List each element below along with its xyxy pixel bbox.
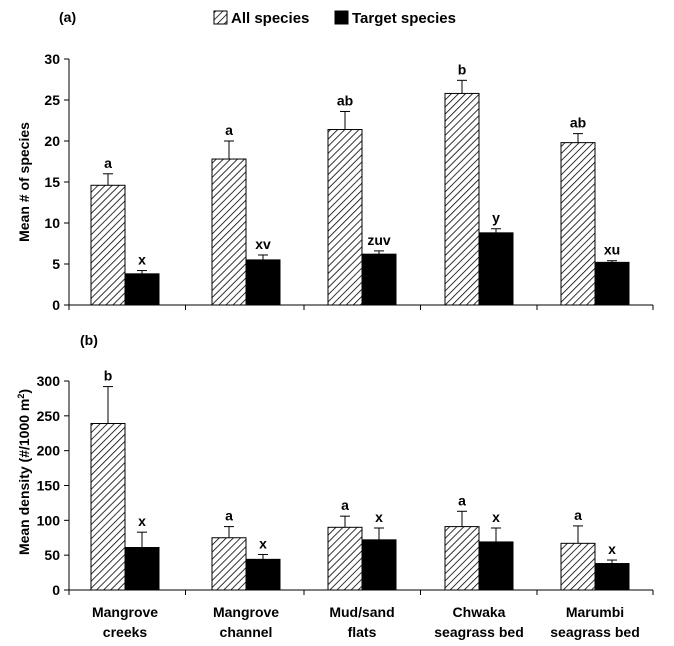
category-label-4-line-1: Chwaka — [453, 604, 506, 620]
bar-target-species-a — [245, 259, 281, 306]
category-label-2-line-2: channel — [220, 624, 273, 640]
significance-label-a: ab — [570, 115, 586, 131]
significance-label-a: a — [225, 122, 233, 138]
y-tick-label-a: 30 — [44, 51, 60, 67]
bar-all-species-b — [211, 537, 247, 591]
bar-all-species-a — [90, 184, 126, 306]
significance-label-a: ab — [337, 92, 353, 108]
y-tick-label-a: 5 — [52, 256, 60, 272]
significance-label-a: y — [492, 210, 500, 226]
panel-b-plot: 0 50 100 150 200 250 300 b a a a a x x x x x — [37, 368, 654, 598]
legend-swatch-target-species — [334, 10, 349, 25]
bar-target-species-b — [124, 547, 160, 591]
bar-target-species-b — [478, 541, 514, 591]
significance-label-a: xu — [604, 242, 620, 258]
y-tick-label-b: 150 — [37, 478, 61, 494]
category-label-1-line-2: creeks — [103, 624, 148, 640]
category-label-2-line-1: Mangrove — [213, 604, 279, 620]
significance-label-a: xv — [255, 236, 271, 252]
category-label-5-line-2: seagrass bed — [550, 624, 640, 640]
significance-label-b: b — [104, 368, 113, 384]
significance-label-b: a — [225, 508, 233, 524]
category-label-3-line-2: flats — [348, 624, 377, 640]
bar-all-species-a — [560, 142, 596, 306]
bar-target-species-a — [124, 273, 160, 306]
y-axis-title-a: Mean # of species — [16, 122, 32, 242]
category-label-4-line-2: seagrass bed — [434, 624, 524, 640]
panel-label-a: (a) — [59, 9, 76, 25]
significance-label-b: a — [458, 492, 466, 508]
bar-target-species-a — [594, 261, 630, 306]
category-label-1-line-1: Mangrove — [92, 604, 158, 620]
y-axis-title-b-tail: ) — [16, 389, 32, 394]
significance-label-a: x — [138, 252, 146, 268]
significance-label-b: a — [574, 507, 582, 523]
significance-label-b: x — [608, 541, 616, 557]
bar-target-species-b — [361, 539, 397, 591]
legend-label-all-species: All species — [231, 10, 309, 27]
y-tick-label-a: 25 — [44, 92, 60, 108]
y-tick-label-a: 0 — [52, 297, 60, 313]
significance-label-b: a — [341, 497, 349, 513]
bar-all-species-b — [444, 526, 480, 591]
significance-label-b: x — [138, 513, 146, 529]
y-tick-label-a: 10 — [44, 215, 60, 231]
significance-label-a: a — [104, 155, 112, 171]
legend-swatch-all-species — [213, 10, 228, 25]
bar-all-species-a — [444, 92, 480, 306]
bar-all-species-b — [327, 526, 363, 591]
y-tick-label-a: 15 — [44, 174, 60, 190]
significance-label-a: b — [458, 61, 467, 77]
significance-label-b: x — [259, 535, 267, 551]
panel-a-plot: 0 5 10 15 20 25 30 a a ab b ab x xv zuv y xu — [44, 51, 654, 313]
bar-target-species-a — [361, 253, 397, 306]
significance-label-b: x — [492, 509, 500, 525]
significance-label-b: x — [375, 509, 383, 525]
bar-target-species-a — [478, 232, 514, 306]
legend-label-target-species: Target species — [352, 10, 456, 27]
category-labels: Mangrove creeks Mangrove channel Mud/san… — [92, 604, 640, 640]
bar-all-species-a — [211, 158, 247, 306]
bar-target-species-b — [245, 558, 281, 591]
panel-label-b: (b) — [80, 332, 98, 348]
y-tick-label-b: 300 — [37, 373, 61, 389]
category-label-5-line-1: Marumbi — [566, 604, 624, 620]
bar-all-species-b — [90, 422, 126, 591]
bar-target-species-b — [594, 563, 630, 591]
y-axis-title-b-sup: 2 — [16, 394, 26, 399]
y-axis-title-b: Mean density (#/1000 m2) — [16, 389, 32, 555]
legend: All species Target species — [213, 10, 456, 27]
y-tick-label-b: 250 — [37, 408, 61, 424]
y-axis-title-b-main: Mean density (#/1000 m — [16, 399, 32, 555]
category-label-3-line-1: Mud/sand — [329, 604, 394, 620]
y-tick-label-b: 50 — [44, 547, 60, 563]
bar-all-species-a — [327, 129, 363, 306]
significance-label-a: zuv — [367, 232, 391, 248]
y-tick-label-b: 200 — [37, 443, 61, 459]
y-tick-label-b: 100 — [37, 512, 61, 528]
y-tick-label-a: 20 — [44, 133, 60, 149]
bar-all-species-b — [560, 542, 596, 591]
y-tick-label-b: 0 — [52, 582, 60, 598]
